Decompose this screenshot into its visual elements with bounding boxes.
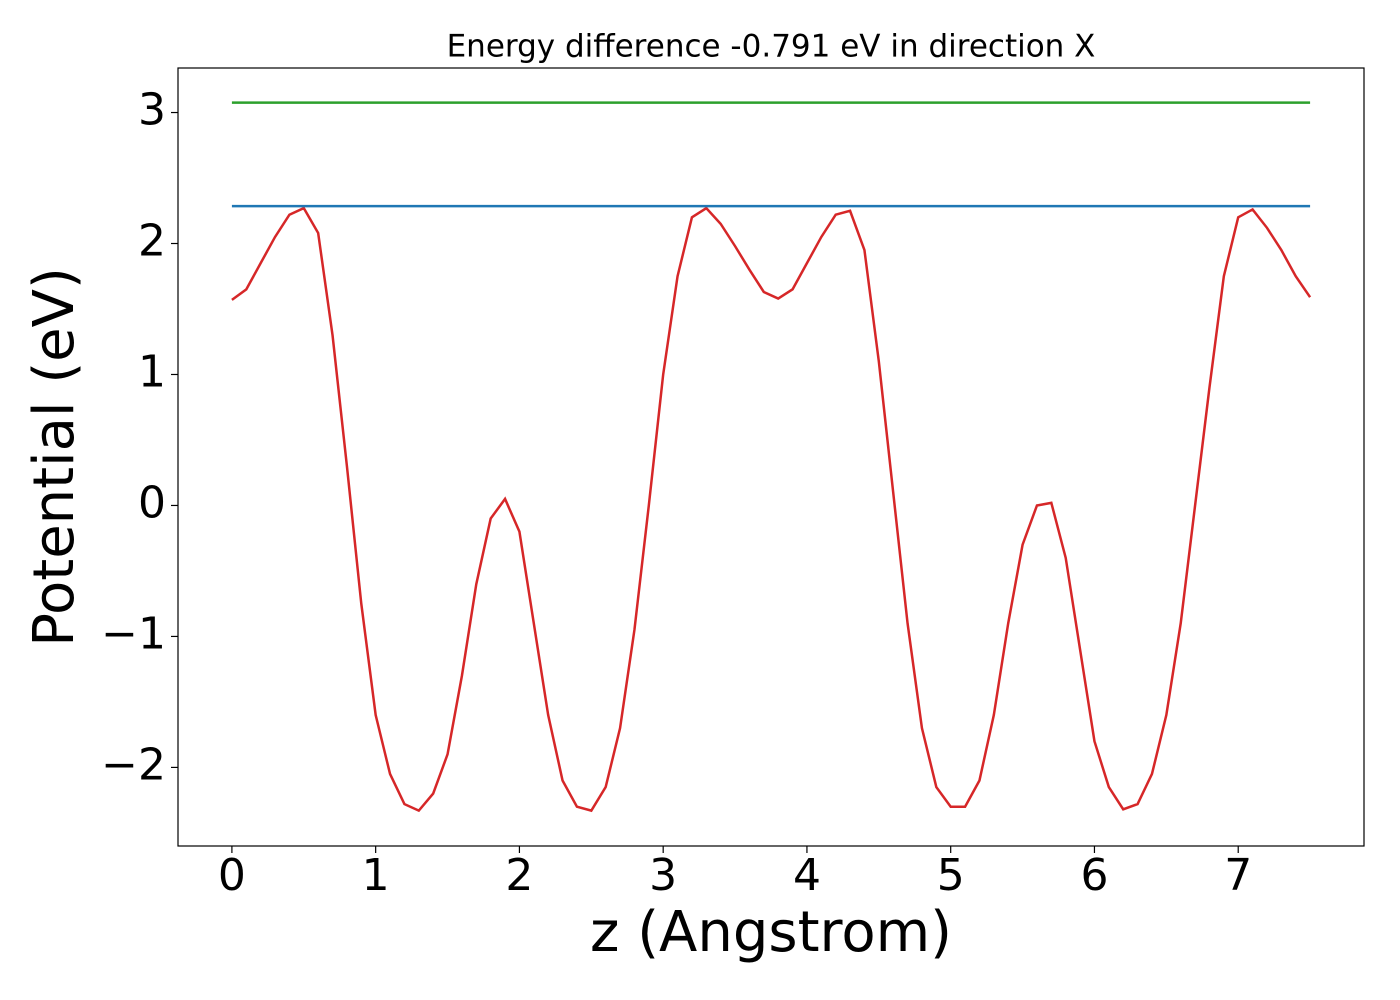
plot-frame xyxy=(177,67,1365,847)
y-tick-label: 1 xyxy=(138,346,166,397)
y-tick-label: 3 xyxy=(138,85,166,136)
x-axis-label: z (Angstrom) xyxy=(590,900,952,965)
y-tick-label: −1 xyxy=(101,608,166,659)
y-tick-label: 2 xyxy=(138,216,166,267)
x-tick-label: 4 xyxy=(793,850,821,901)
x-tick-label: 6 xyxy=(1080,850,1108,901)
chart-title: Energy difference -0.791 eV in direction… xyxy=(447,29,1096,65)
y-axis-label: Potential (eV) xyxy=(22,267,87,647)
x-tick-label: 3 xyxy=(649,850,677,901)
x-tick-label: 2 xyxy=(505,850,533,901)
x-tick-label: 0 xyxy=(218,850,246,901)
x-tick-label: 5 xyxy=(937,850,965,901)
y-tick-label: −2 xyxy=(101,739,166,790)
x-tick-label: 7 xyxy=(1224,850,1252,901)
x-tick-label: 1 xyxy=(362,850,390,901)
data-line xyxy=(231,206,1312,813)
y-tick-label: 0 xyxy=(138,477,166,528)
